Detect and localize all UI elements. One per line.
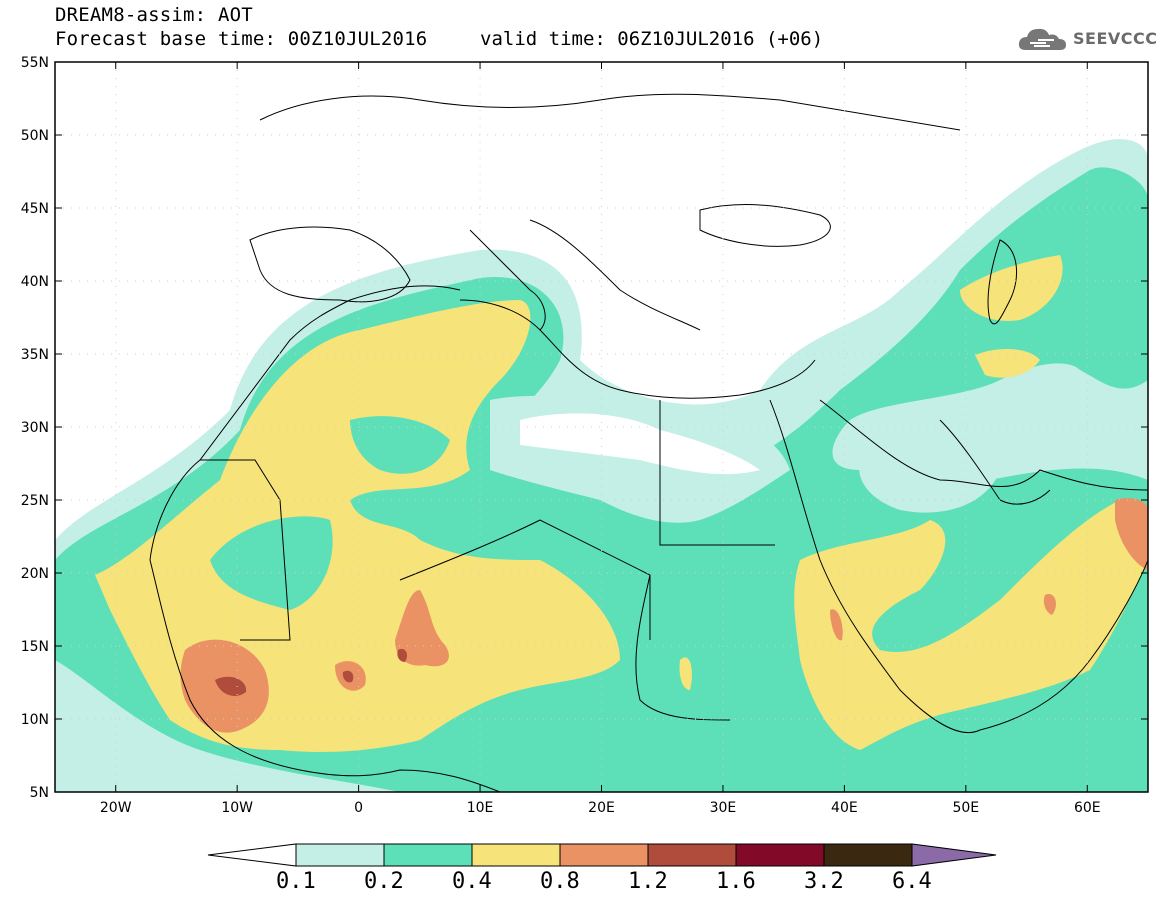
latitude-labels: 55N 50N 45N 40N 35N 30N 25N 20N 15N 10N 5N: [21, 55, 49, 801]
lat-label: 20N: [21, 566, 49, 582]
coast-gulf-guinea: [149, 559, 501, 792]
coast-somalia: [979, 559, 1148, 731]
lat-label: 50N: [21, 128, 49, 144]
cloud-icon: [1018, 28, 1066, 50]
lat-label: 35N: [21, 347, 49, 363]
coast-west-africa: [149, 285, 461, 561]
colorbar-box: [471, 843, 561, 867]
lat-label: 15N: [21, 639, 49, 655]
colorbar-box: [647, 843, 737, 867]
colorbar-over-triangle: [911, 843, 997, 867]
aot-notch-0.2-algeria: [350, 416, 450, 474]
graticule: [55, 62, 1148, 792]
colorbar-box: [559, 843, 649, 867]
aot-band-0.4-arabia: [794, 499, 1148, 750]
lon-label: 50E: [952, 800, 979, 816]
axis-ticks: [55, 61, 1148, 793]
lon-label: 60E: [1074, 800, 1101, 816]
forecast-base-time: Forecast base time: 00Z10JUL2016: [55, 28, 428, 50]
colorbar-label-6: 3.2: [804, 869, 844, 894]
lon-label: 20E: [588, 800, 615, 816]
aot-band-0.8-oman: [1115, 498, 1148, 570]
coast-persian-gulf: [939, 419, 1051, 505]
coast-europe-north: [259, 93, 961, 131]
aot-patch-0.4-caspian: [960, 255, 1063, 321]
colorbar-label-1: 0.2: [364, 869, 404, 894]
aot-patch-0.1-egypt: [520, 413, 760, 475]
aot-band-0.8-sudan: [830, 609, 843, 641]
coast-caspian: [987, 239, 1018, 325]
lon-label: 10E: [467, 800, 494, 816]
aot-patch-0.4-chad: [679, 657, 692, 690]
colorbar-under-triangle: [207, 843, 297, 867]
colorbar-label-7: 6.4: [892, 869, 932, 894]
colorbar-label-5: 1.6: [716, 869, 756, 894]
aot-band-1.2-niger: [397, 648, 408, 662]
coast-north-africa: [459, 299, 816, 399]
coastlines: [149, 93, 1148, 792]
border-libya-egypt: [659, 400, 775, 546]
coast-red-sea: [769, 399, 981, 734]
aot-band-0.8-yemen: [1043, 594, 1056, 615]
colorbar-box: [823, 843, 913, 867]
aot-band-1.2-guinea: [215, 676, 247, 696]
colorbar-box: [735, 843, 825, 867]
aot-patch-0.4-iran: [975, 348, 1040, 378]
colorbar-label-4: 1.2: [628, 869, 668, 894]
coast-italy: [469, 229, 546, 331]
aot-band-0.8-niger: [395, 590, 449, 667]
aot-patch-0.1-arabia: [859, 449, 1000, 513]
coast-iberia: [249, 226, 411, 303]
aot-band-0.4-sahara: [95, 300, 620, 752]
lat-label: 25N: [21, 493, 49, 509]
aot-notch-0.2-mali: [210, 516, 333, 610]
seevccc-logo: SEEVCCC: [1016, 22, 1158, 56]
lat-label: 40N: [21, 274, 49, 290]
lat-label: 55N: [21, 55, 49, 71]
map-title: DREAM8-assim: AOT: [55, 4, 253, 26]
coast-black-sea: [699, 204, 831, 247]
border-sahel: [399, 519, 651, 640]
colorbar-label-0: 0.1: [276, 869, 316, 894]
lat-label: 30N: [21, 420, 49, 436]
lon-label: 30E: [710, 800, 737, 816]
coast-balkans: [529, 219, 701, 331]
aot-band-1.2-mali: [342, 670, 354, 683]
lat-label: 10N: [21, 712, 49, 728]
longitude-labels: 20W 10W 0 10E 20E 30E 40E 50E 60E: [100, 800, 1101, 816]
colorbar-box: [295, 843, 385, 867]
colorbar-box: [383, 843, 473, 867]
colorbar: [207, 843, 997, 867]
aot-contour-fields: [55, 62, 1148, 792]
lon-label: 20W: [100, 800, 132, 816]
logo-text: SEEVCCC: [1073, 29, 1158, 48]
lat-label: 5N: [30, 785, 49, 801]
colorbar-label-2: 0.4: [452, 869, 492, 894]
valid-time: valid time: 06Z10JUL2016 (+06): [480, 28, 824, 50]
lat-label: 45N: [21, 201, 49, 217]
border-chad-sudan: [635, 574, 731, 721]
lon-label: 0: [354, 800, 363, 816]
lon-label: 10W: [221, 800, 253, 816]
lon-label: 40E: [831, 800, 858, 816]
colorbar-label-3: 0.8: [540, 869, 580, 894]
coast-arabia: [819, 399, 1148, 491]
